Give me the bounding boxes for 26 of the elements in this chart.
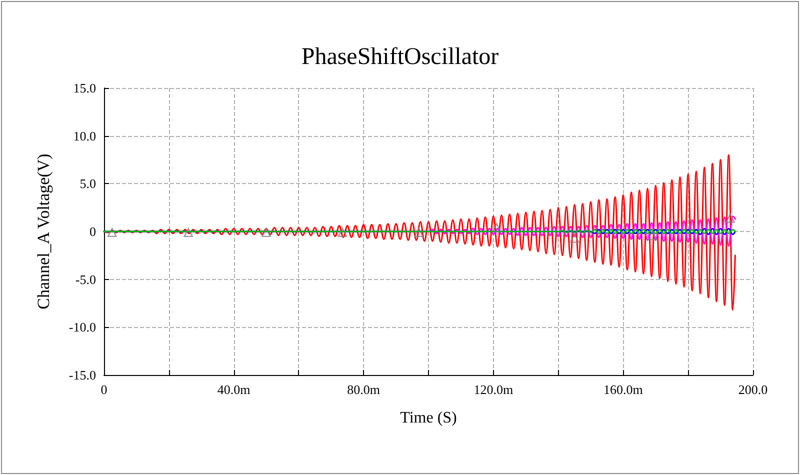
y-tick-label: 15.0	[73, 80, 96, 96]
point	[570, 234, 580, 243]
y-tick-label: 0	[90, 224, 96, 239]
point	[414, 228, 424, 238]
y-tick-label: -10.0	[68, 320, 96, 335]
x-tick-label: 40.0m	[217, 382, 250, 397]
x-tick-label: 120.0m	[474, 382, 514, 397]
chart-title: PhaseShiftOscillator	[301, 44, 499, 70]
y-axis-title: Channel_A Voltage(V)	[34, 154, 53, 310]
point	[184, 228, 193, 238]
point	[108, 228, 117, 238]
line-series	[103, 154, 736, 311]
x-tick-label: 200.0	[738, 382, 768, 397]
y-tick-label: 10.0	[73, 128, 96, 144]
x-axis-title: Time (S)	[400, 410, 457, 426]
point	[492, 223, 502, 232]
x-tick-label: 0	[100, 382, 108, 397]
y-tick-label: 5.0	[80, 176, 96, 192]
x-tick-label: 160.0m	[604, 382, 643, 397]
y-tick-label: -15.0	[68, 368, 96, 382]
point	[648, 230, 658, 240]
point	[262, 228, 271, 238]
y-tick-label: -5.0	[75, 272, 96, 287]
x-tick-label: 80.0m	[347, 382, 380, 397]
point	[726, 214, 735, 223]
point	[338, 228, 348, 238]
